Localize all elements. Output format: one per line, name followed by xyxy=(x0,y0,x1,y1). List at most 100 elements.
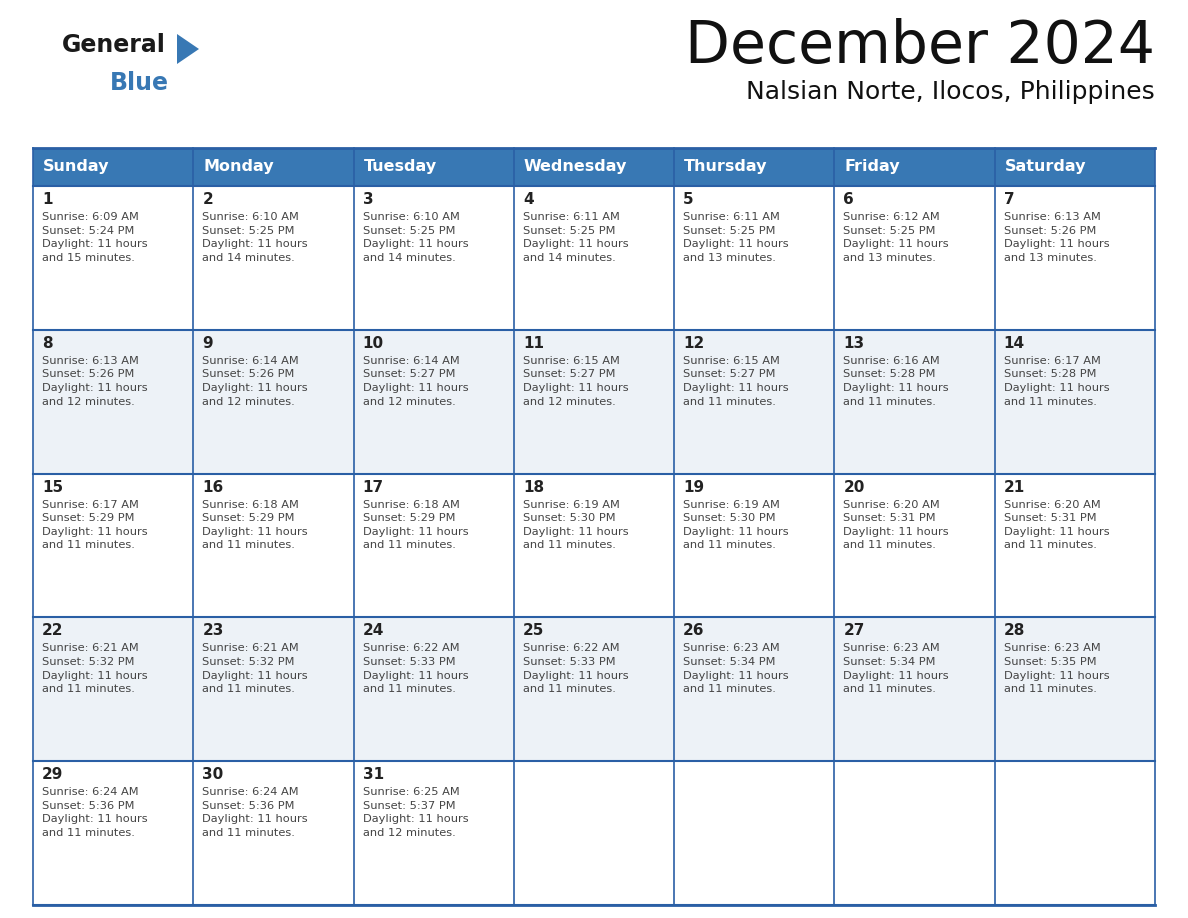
Text: Sunrise: 6:22 AM
Sunset: 5:33 PM
Daylight: 11 hours
and 11 minutes.: Sunrise: 6:22 AM Sunset: 5:33 PM Dayligh… xyxy=(523,644,628,694)
Bar xyxy=(354,761,514,905)
Bar xyxy=(354,330,514,474)
Text: 10: 10 xyxy=(362,336,384,351)
Text: Sunrise: 6:17 AM
Sunset: 5:28 PM
Daylight: 11 hours
and 11 minutes.: Sunrise: 6:17 AM Sunset: 5:28 PM Dayligh… xyxy=(1004,356,1110,407)
Bar xyxy=(994,761,1155,905)
Bar xyxy=(33,186,194,330)
Bar xyxy=(514,330,674,474)
Text: Monday: Monday xyxy=(203,160,274,174)
Bar xyxy=(994,474,1155,618)
Bar xyxy=(354,618,514,761)
Text: Sunrise: 6:23 AM
Sunset: 5:34 PM
Daylight: 11 hours
and 11 minutes.: Sunrise: 6:23 AM Sunset: 5:34 PM Dayligh… xyxy=(843,644,949,694)
Text: 17: 17 xyxy=(362,479,384,495)
Text: Sunrise: 6:13 AM
Sunset: 5:26 PM
Daylight: 11 hours
and 12 minutes.: Sunrise: 6:13 AM Sunset: 5:26 PM Dayligh… xyxy=(42,356,147,407)
Text: 4: 4 xyxy=(523,192,533,207)
Text: Sunrise: 6:25 AM
Sunset: 5:37 PM
Daylight: 11 hours
and 12 minutes.: Sunrise: 6:25 AM Sunset: 5:37 PM Dayligh… xyxy=(362,788,468,838)
Text: Thursday: Thursday xyxy=(684,160,767,174)
Text: 26: 26 xyxy=(683,623,704,638)
Bar xyxy=(354,186,514,330)
Text: Sunrise: 6:16 AM
Sunset: 5:28 PM
Daylight: 11 hours
and 11 minutes.: Sunrise: 6:16 AM Sunset: 5:28 PM Dayligh… xyxy=(843,356,949,407)
Text: Sunrise: 6:19 AM
Sunset: 5:30 PM
Daylight: 11 hours
and 11 minutes.: Sunrise: 6:19 AM Sunset: 5:30 PM Dayligh… xyxy=(523,499,628,551)
Text: 19: 19 xyxy=(683,479,704,495)
Text: Wednesday: Wednesday xyxy=(524,160,627,174)
Text: 29: 29 xyxy=(42,767,63,782)
Text: December 2024: December 2024 xyxy=(685,18,1155,75)
Text: Sunrise: 6:23 AM
Sunset: 5:35 PM
Daylight: 11 hours
and 11 minutes.: Sunrise: 6:23 AM Sunset: 5:35 PM Dayligh… xyxy=(1004,644,1110,694)
Text: Sunrise: 6:11 AM
Sunset: 5:25 PM
Daylight: 11 hours
and 13 minutes.: Sunrise: 6:11 AM Sunset: 5:25 PM Dayligh… xyxy=(683,212,789,263)
Text: Friday: Friday xyxy=(845,160,901,174)
Text: Sunrise: 6:14 AM
Sunset: 5:26 PM
Daylight: 11 hours
and 12 minutes.: Sunrise: 6:14 AM Sunset: 5:26 PM Dayligh… xyxy=(202,356,308,407)
Bar xyxy=(834,148,994,186)
Text: 28: 28 xyxy=(1004,623,1025,638)
Text: Sunrise: 6:18 AM
Sunset: 5:29 PM
Daylight: 11 hours
and 11 minutes.: Sunrise: 6:18 AM Sunset: 5:29 PM Dayligh… xyxy=(202,499,308,551)
Text: Sunrise: 6:09 AM
Sunset: 5:24 PM
Daylight: 11 hours
and 15 minutes.: Sunrise: 6:09 AM Sunset: 5:24 PM Dayligh… xyxy=(42,212,147,263)
Bar xyxy=(354,474,514,618)
Text: 22: 22 xyxy=(42,623,63,638)
Text: 23: 23 xyxy=(202,623,223,638)
Text: Sunrise: 6:21 AM
Sunset: 5:32 PM
Daylight: 11 hours
and 11 minutes.: Sunrise: 6:21 AM Sunset: 5:32 PM Dayligh… xyxy=(202,644,308,694)
Text: 12: 12 xyxy=(683,336,704,351)
Text: 31: 31 xyxy=(362,767,384,782)
Bar xyxy=(994,148,1155,186)
Text: Sunrise: 6:15 AM
Sunset: 5:27 PM
Daylight: 11 hours
and 12 minutes.: Sunrise: 6:15 AM Sunset: 5:27 PM Dayligh… xyxy=(523,356,628,407)
Text: Sunrise: 6:22 AM
Sunset: 5:33 PM
Daylight: 11 hours
and 11 minutes.: Sunrise: 6:22 AM Sunset: 5:33 PM Dayligh… xyxy=(362,644,468,694)
Bar xyxy=(194,618,354,761)
Bar xyxy=(33,148,194,186)
Bar xyxy=(674,618,834,761)
Text: 13: 13 xyxy=(843,336,865,351)
Bar xyxy=(194,761,354,905)
Bar xyxy=(194,474,354,618)
Bar xyxy=(194,186,354,330)
Polygon shape xyxy=(177,34,200,64)
Bar xyxy=(674,186,834,330)
Text: 15: 15 xyxy=(42,479,63,495)
Text: 3: 3 xyxy=(362,192,373,207)
Text: 9: 9 xyxy=(202,336,213,351)
Bar xyxy=(834,761,994,905)
Text: Sunrise: 6:12 AM
Sunset: 5:25 PM
Daylight: 11 hours
and 13 minutes.: Sunrise: 6:12 AM Sunset: 5:25 PM Dayligh… xyxy=(843,212,949,263)
Text: Sunrise: 6:19 AM
Sunset: 5:30 PM
Daylight: 11 hours
and 11 minutes.: Sunrise: 6:19 AM Sunset: 5:30 PM Dayligh… xyxy=(683,499,789,551)
Text: Sunrise: 6:15 AM
Sunset: 5:27 PM
Daylight: 11 hours
and 11 minutes.: Sunrise: 6:15 AM Sunset: 5:27 PM Dayligh… xyxy=(683,356,789,407)
Text: 5: 5 xyxy=(683,192,694,207)
Bar xyxy=(33,618,194,761)
Text: 24: 24 xyxy=(362,623,384,638)
Bar xyxy=(354,148,514,186)
Text: Sunrise: 6:17 AM
Sunset: 5:29 PM
Daylight: 11 hours
and 11 minutes.: Sunrise: 6:17 AM Sunset: 5:29 PM Dayligh… xyxy=(42,499,147,551)
Text: Nalsian Norte, Ilocos, Philippines: Nalsian Norte, Ilocos, Philippines xyxy=(746,80,1155,104)
Text: Sunrise: 6:20 AM
Sunset: 5:31 PM
Daylight: 11 hours
and 11 minutes.: Sunrise: 6:20 AM Sunset: 5:31 PM Dayligh… xyxy=(843,499,949,551)
Text: 6: 6 xyxy=(843,192,854,207)
Text: 20: 20 xyxy=(843,479,865,495)
Text: 14: 14 xyxy=(1004,336,1025,351)
Text: 27: 27 xyxy=(843,623,865,638)
Bar xyxy=(194,330,354,474)
Text: 7: 7 xyxy=(1004,192,1015,207)
Bar xyxy=(33,474,194,618)
Bar xyxy=(194,148,354,186)
Text: 1: 1 xyxy=(42,192,52,207)
Text: 18: 18 xyxy=(523,479,544,495)
Bar xyxy=(994,330,1155,474)
Text: 21: 21 xyxy=(1004,479,1025,495)
Bar xyxy=(674,148,834,186)
Bar xyxy=(674,330,834,474)
Text: Sunrise: 6:21 AM
Sunset: 5:32 PM
Daylight: 11 hours
and 11 minutes.: Sunrise: 6:21 AM Sunset: 5:32 PM Dayligh… xyxy=(42,644,147,694)
Bar xyxy=(994,186,1155,330)
Text: 2: 2 xyxy=(202,192,213,207)
Bar xyxy=(994,618,1155,761)
Text: 8: 8 xyxy=(42,336,52,351)
Bar xyxy=(514,186,674,330)
Bar xyxy=(674,761,834,905)
Text: Sunrise: 6:10 AM
Sunset: 5:25 PM
Daylight: 11 hours
and 14 minutes.: Sunrise: 6:10 AM Sunset: 5:25 PM Dayligh… xyxy=(362,212,468,263)
Text: Sunrise: 6:24 AM
Sunset: 5:36 PM
Daylight: 11 hours
and 11 minutes.: Sunrise: 6:24 AM Sunset: 5:36 PM Dayligh… xyxy=(202,788,308,838)
Bar xyxy=(514,761,674,905)
Text: Saturday: Saturday xyxy=(1005,160,1086,174)
Text: Sunrise: 6:10 AM
Sunset: 5:25 PM
Daylight: 11 hours
and 14 minutes.: Sunrise: 6:10 AM Sunset: 5:25 PM Dayligh… xyxy=(202,212,308,263)
Text: Sunrise: 6:20 AM
Sunset: 5:31 PM
Daylight: 11 hours
and 11 minutes.: Sunrise: 6:20 AM Sunset: 5:31 PM Dayligh… xyxy=(1004,499,1110,551)
Text: 11: 11 xyxy=(523,336,544,351)
Bar xyxy=(834,186,994,330)
Text: Sunday: Sunday xyxy=(43,160,109,174)
Bar xyxy=(33,330,194,474)
Text: Sunrise: 6:24 AM
Sunset: 5:36 PM
Daylight: 11 hours
and 11 minutes.: Sunrise: 6:24 AM Sunset: 5:36 PM Dayligh… xyxy=(42,788,147,838)
Text: 30: 30 xyxy=(202,767,223,782)
Text: Sunrise: 6:23 AM
Sunset: 5:34 PM
Daylight: 11 hours
and 11 minutes.: Sunrise: 6:23 AM Sunset: 5:34 PM Dayligh… xyxy=(683,644,789,694)
Text: Sunrise: 6:14 AM
Sunset: 5:27 PM
Daylight: 11 hours
and 12 minutes.: Sunrise: 6:14 AM Sunset: 5:27 PM Dayligh… xyxy=(362,356,468,407)
